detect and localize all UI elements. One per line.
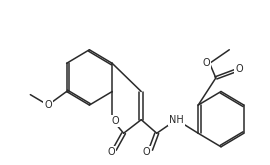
Text: O: O bbox=[235, 64, 243, 74]
Text: O: O bbox=[143, 147, 150, 157]
Text: O: O bbox=[107, 147, 115, 157]
Text: O: O bbox=[44, 100, 52, 110]
Text: NH: NH bbox=[169, 115, 184, 125]
Text: O: O bbox=[202, 58, 210, 68]
Text: O: O bbox=[112, 116, 119, 126]
